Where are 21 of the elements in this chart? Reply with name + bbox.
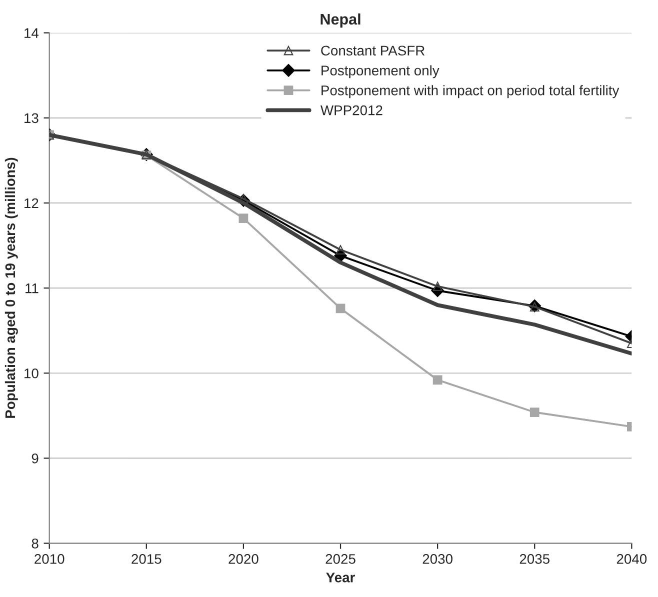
legend-label: Constant PASFR [321, 46, 425, 56]
x-tick-label: 2040 [616, 554, 647, 564]
y-tick-label: 9 [32, 454, 38, 464]
legend-label: Postponement with impact on period total fertility [322, 85, 620, 98]
x-tick-label: 2020 [228, 554, 258, 564]
y-tick-label: 12 [24, 198, 38, 208]
y-tick-label: 11 [26, 284, 38, 294]
y-axis-title: Population aged 0 to 19 years (millions) [4, 158, 18, 418]
legend-label: Postponement only [322, 65, 440, 78]
y-tick-label: 10 [24, 368, 38, 378]
x-axis-title: Year [326, 572, 355, 582]
x-tick-label: 2035 [520, 554, 550, 564]
y-tick-label: 14 [24, 28, 39, 38]
chart-title: Nepal [320, 13, 360, 28]
x-tick-label: 2030 [422, 554, 452, 564]
legend-label: WPP2012 [320, 105, 382, 116]
x-tick-label: 2010 [34, 554, 64, 564]
y-tick-label: 8 [32, 538, 38, 548]
y-tick-label: 13 [24, 113, 38, 124]
x-tick-label: 2025 [326, 554, 356, 564]
x-tick-label: 2015 [132, 554, 162, 564]
